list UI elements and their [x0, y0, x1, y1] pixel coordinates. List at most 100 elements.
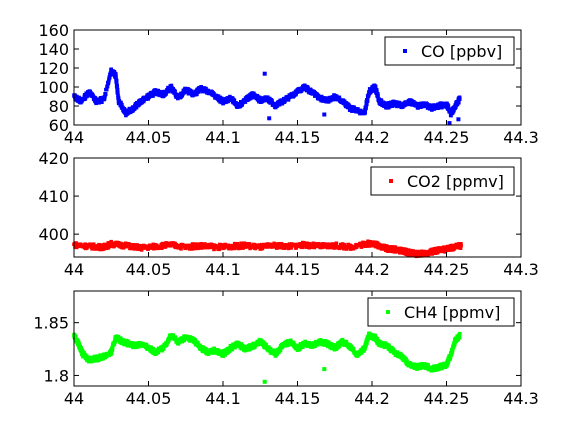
- subplots: 44 44.05 44.1 44.15 44.2 44.25 44.360801001201…: [33, 21, 538, 408]
- data-point: [260, 246, 265, 251]
- y-tick-label: 400: [38, 225, 69, 244]
- data-point: [282, 246, 286, 250]
- data-point: [156, 350, 161, 355]
- data-point: [367, 244, 372, 248]
- data-point: [103, 94, 107, 99]
- data-point: [151, 347, 156, 351]
- data-point: [313, 94, 317, 98]
- data-point: [135, 243, 140, 247]
- x-tick-label: 44.05: [126, 260, 172, 279]
- data-point: [446, 359, 451, 364]
- subplot-middle: 44 44.05 44.1 44.15 44.2 44.25 44.3 400 410 420 CO…: [38, 149, 538, 279]
- x-tick-label: 44.1: [205, 128, 241, 147]
- data-point: [240, 343, 245, 348]
- data-point: [232, 241, 237, 246]
- data-point: [423, 362, 427, 366]
- data-point: [105, 84, 110, 89]
- data-point: [278, 245, 283, 250]
- data-point: [332, 245, 337, 249]
- data-point: [265, 245, 269, 249]
- data-point: [334, 241, 339, 246]
- data-point: [217, 247, 222, 252]
- data-point: [110, 347, 115, 352]
- data-point: [193, 338, 198, 342]
- data-point: [193, 242, 198, 246]
- data-point: [365, 102, 369, 107]
- legend: CH4 [ppmv]: [367, 297, 515, 327]
- data-point: [264, 342, 268, 347]
- data-point: [376, 93, 380, 98]
- outlier-point: [267, 116, 272, 121]
- data-point: [339, 245, 343, 250]
- data-point: [287, 246, 291, 250]
- data-point: [132, 247, 137, 251]
- outlier-point: [456, 117, 461, 122]
- data-point: [127, 340, 131, 344]
- data-point: [312, 245, 317, 250]
- legend-marker: [403, 49, 407, 53]
- data-point: [243, 100, 248, 104]
- data-point: [238, 246, 243, 250]
- data-point: [277, 242, 282, 246]
- data-point: [450, 348, 455, 352]
- data-point: [364, 106, 368, 111]
- data-point: [212, 247, 216, 252]
- data-point: [300, 245, 305, 250]
- x-tick-label: 44.25: [424, 260, 470, 279]
- data-point: [459, 243, 463, 248]
- data-point: [359, 245, 364, 249]
- data-point: [363, 110, 367, 114]
- data-point: [120, 102, 124, 107]
- data-point: [345, 245, 350, 250]
- data-point: [270, 99, 274, 103]
- y-tick-label: 410: [38, 187, 69, 206]
- legend-marker: [389, 179, 393, 183]
- data-point: [235, 242, 240, 246]
- series-CO [ppbv]: [72, 67, 462, 126]
- data-point: [409, 362, 413, 366]
- data-point: [275, 103, 280, 108]
- data-point: [426, 363, 430, 367]
- legend: CO2 [ppmv]: [370, 166, 515, 196]
- x-tick-label: 44.15: [275, 128, 321, 147]
- data-point: [289, 246, 293, 250]
- x-tick-label: 44.2: [354, 389, 390, 408]
- x-tick-label: 44.1: [205, 389, 241, 408]
- data-point: [342, 243, 347, 247]
- data-point: [232, 98, 237, 103]
- data-point: [100, 100, 104, 104]
- data-point: [116, 93, 120, 98]
- data-point: [354, 109, 358, 114]
- data-point: [197, 245, 202, 250]
- data-point: [457, 334, 462, 338]
- data-point: [457, 100, 461, 105]
- data-point: [186, 91, 191, 96]
- data-point: [359, 351, 364, 355]
- data-point: [106, 80, 111, 84]
- x-tick-label: 44.3: [503, 389, 539, 408]
- data-point: [109, 350, 114, 355]
- data-point: [368, 90, 373, 95]
- x-tick-label: 44: [64, 128, 84, 147]
- x-tick-label: 44.2: [354, 128, 390, 147]
- y-tick-label: 420: [38, 149, 69, 168]
- data-point: [113, 340, 117, 344]
- x-tick-label: 44.3: [503, 128, 539, 147]
- x-tick-label: 44.25: [424, 128, 470, 147]
- outlier-point: [262, 71, 267, 76]
- legend-box: [370, 166, 515, 196]
- data-point: [239, 241, 243, 246]
- data-point: [302, 241, 306, 245]
- data-point: [161, 347, 166, 351]
- series-CH4 [ppmv]: [72, 331, 462, 384]
- x-tick-label: 44.3: [503, 260, 539, 279]
- x-tick-label: 44.05: [126, 128, 172, 147]
- y-tick-label: 1.8: [44, 366, 69, 385]
- legend: CO [ppbv]: [384, 36, 515, 66]
- data-point: [104, 87, 109, 92]
- data-point: [83, 242, 87, 246]
- series-CO2 [ppmv]: [72, 239, 463, 259]
- data-point: [457, 335, 462, 340]
- y-tick-label: 80: [49, 97, 69, 116]
